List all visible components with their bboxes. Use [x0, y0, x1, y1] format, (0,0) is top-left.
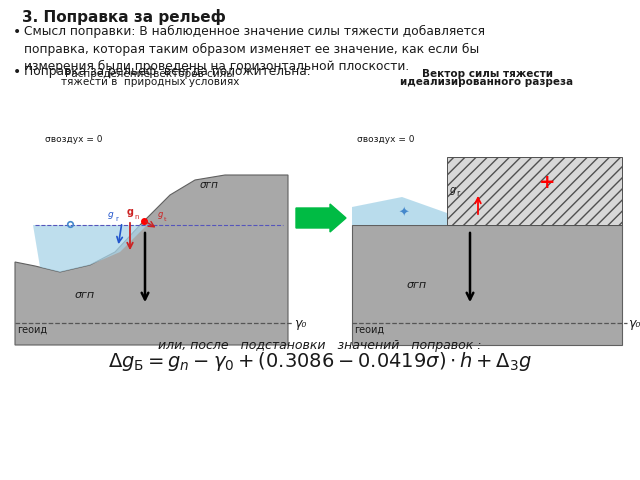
- Text: g: g: [127, 207, 134, 217]
- Polygon shape: [447, 157, 622, 225]
- Text: •: •: [13, 65, 21, 79]
- Text: γ₀: γ₀: [628, 316, 640, 329]
- Polygon shape: [33, 225, 147, 272]
- Polygon shape: [15, 175, 288, 345]
- Text: Поправка за рельеф  всегда положительна.: Поправка за рельеф всегда положительна.: [24, 65, 310, 78]
- Text: ✦: ✦: [399, 206, 409, 219]
- Text: идеализированного разреза: идеализированного разреза: [401, 77, 573, 87]
- Text: n: n: [134, 214, 138, 220]
- Text: или, после   подстановки   значений   поправок :: или, после подстановки значений поправок…: [158, 339, 482, 352]
- Text: r: r: [456, 189, 460, 198]
- Polygon shape: [352, 225, 622, 345]
- Text: g: g: [108, 210, 114, 219]
- Polygon shape: [352, 197, 447, 225]
- Text: γ₀: γ₀: [294, 316, 307, 329]
- Text: Смысл поправки: В наблюденное значение силы тяжести добавляется
поправка, котора: Смысл поправки: В наблюденное значение с…: [24, 25, 485, 73]
- Text: геоид: геоид: [17, 325, 47, 335]
- Text: g: g: [450, 185, 456, 195]
- Text: тяжести в  природных условиях: тяжести в природных условиях: [61, 77, 239, 87]
- Text: +: +: [539, 173, 556, 192]
- Text: σгп: σгп: [407, 280, 427, 290]
- Text: g: g: [158, 210, 163, 219]
- Text: t: t: [164, 217, 166, 222]
- Text: σгп: σгп: [200, 180, 219, 190]
- Text: σгп: σгп: [75, 290, 95, 300]
- Text: Распределение векторов силы: Распределение векторов силы: [65, 69, 235, 79]
- Text: σвоздух = 0: σвоздух = 0: [45, 135, 102, 144]
- Text: r: r: [115, 216, 118, 222]
- Text: 3. Поправка за рельеф: 3. Поправка за рельеф: [22, 9, 226, 25]
- Text: σвоздух = 0: σвоздух = 0: [357, 135, 415, 144]
- Text: $\Delta g_{\rm Б} = g_n - \gamma_0 + (0.3086 - 0.0419\sigma)\cdot h + \Delta_3 g: $\Delta g_{\rm Б} = g_n - \gamma_0 + (0.…: [108, 350, 532, 373]
- FancyArrow shape: [296, 204, 346, 232]
- Text: Вектор силы тяжести: Вектор силы тяжести: [422, 69, 552, 79]
- Text: геоид: геоид: [354, 325, 384, 335]
- Text: •: •: [13, 25, 21, 39]
